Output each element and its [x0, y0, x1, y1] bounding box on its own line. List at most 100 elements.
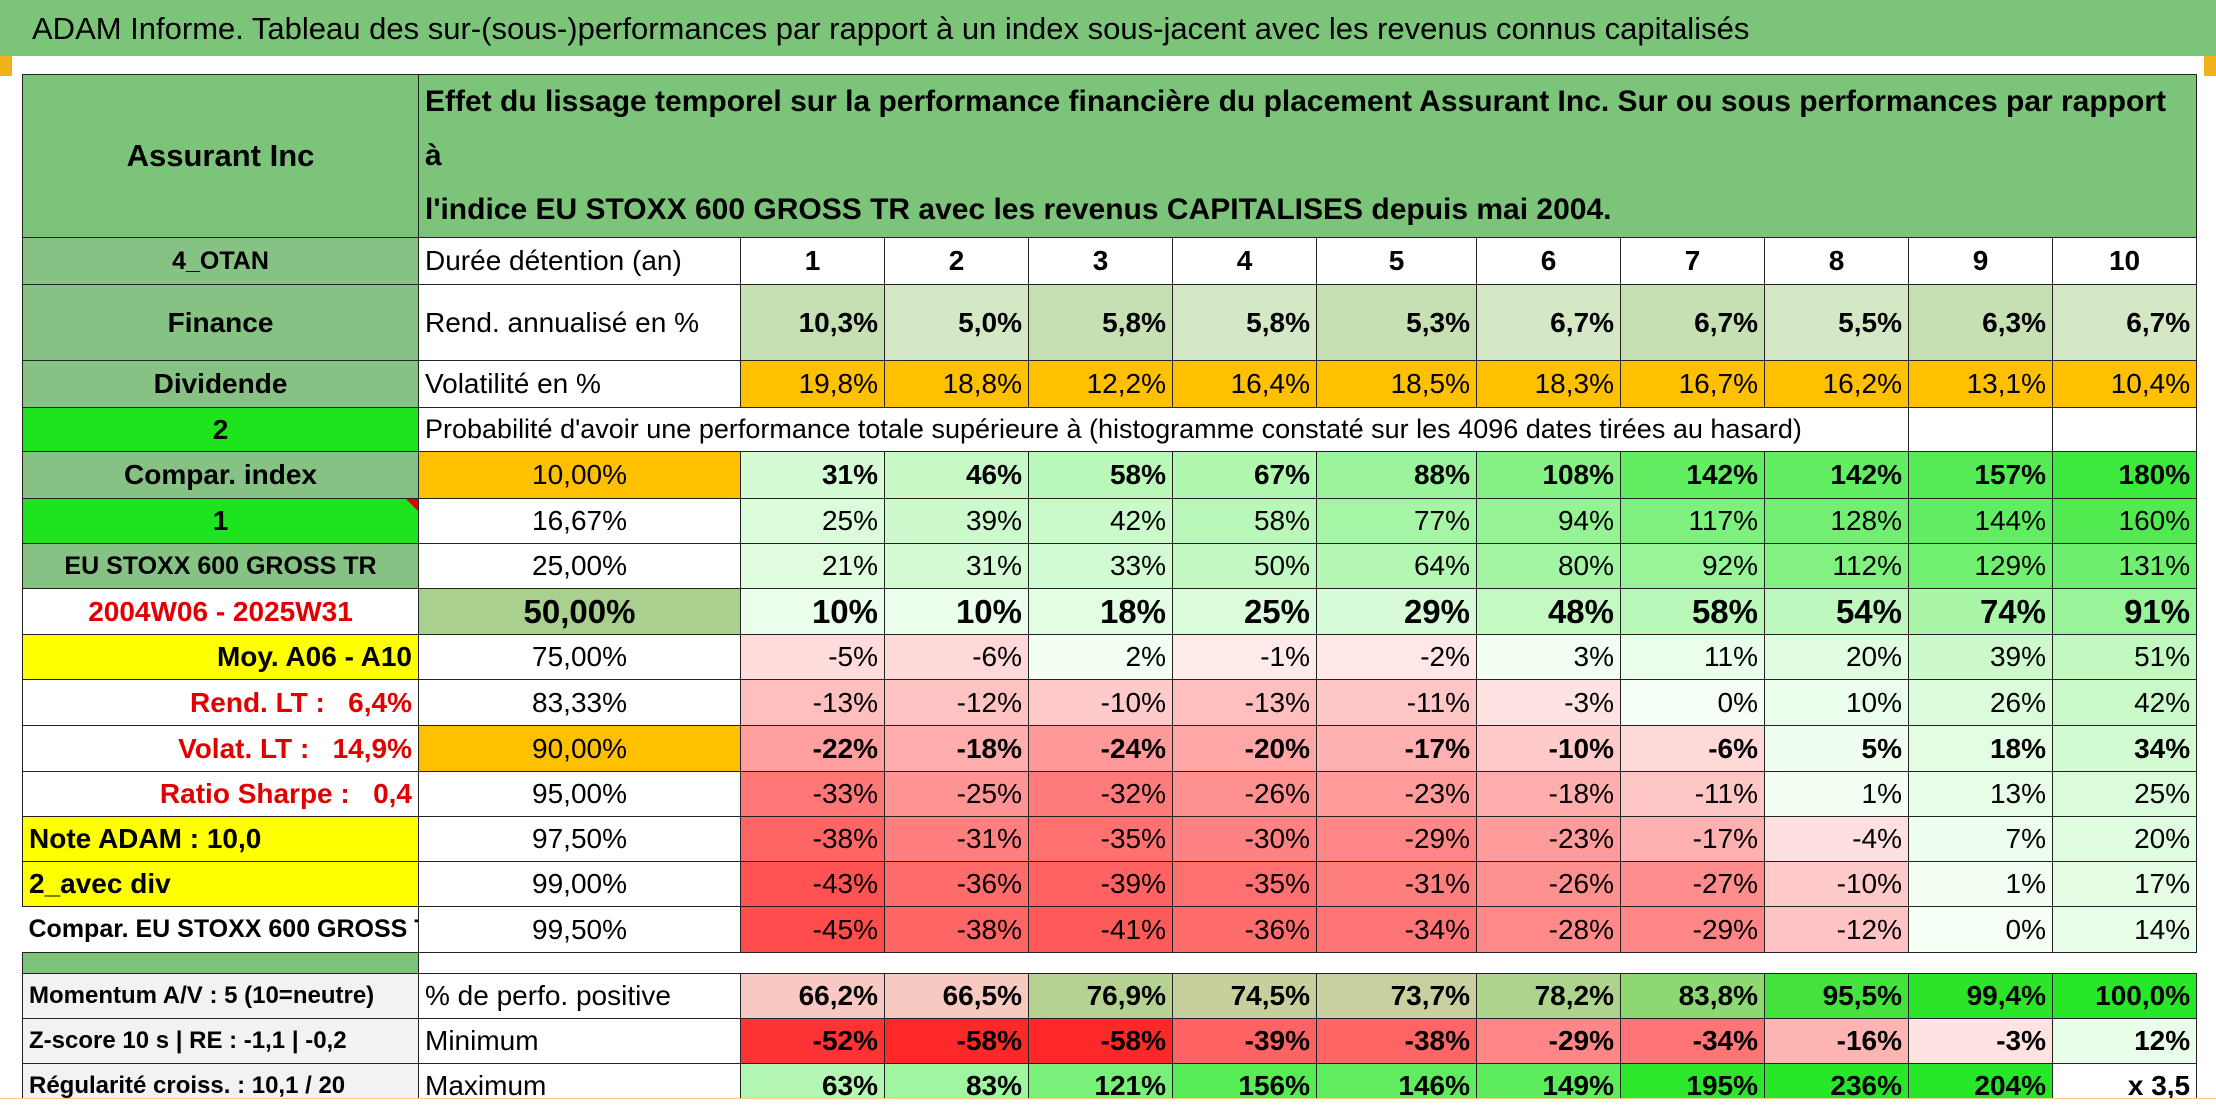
percentile-value: -20% [1172, 725, 1317, 772]
percentile-value: -18% [884, 725, 1029, 772]
percentile-value: -4% [1764, 816, 1909, 862]
volatility-value: 18,5% [1316, 360, 1477, 408]
company-name: Assurant Inc [22, 74, 419, 238]
percentile-value: -36% [1172, 906, 1317, 953]
stat-value: 73,7% [1316, 973, 1477, 1019]
percentile-value: 46% [884, 451, 1029, 499]
stat-title: Minimum [418, 1018, 741, 1064]
right-edge-marker [2204, 56, 2216, 76]
percentile-value: -41% [1028, 906, 1173, 953]
stat-value: 66,2% [740, 973, 885, 1019]
percentile-value: -11% [1316, 679, 1477, 726]
percentile-value: -33% [740, 771, 885, 817]
percentile-value: -29% [1620, 906, 1765, 953]
label-finance: Finance [22, 284, 419, 361]
probability-title: Probabilité d'avoir une performance tota… [418, 407, 1909, 452]
stat-value: -3% [1908, 1018, 2053, 1064]
year-header: 10 [2051, 237, 2198, 285]
percentile-level: 50,00% [418, 588, 741, 635]
percentile-value: -6% [884, 634, 1029, 680]
percentile-value: -34% [1316, 906, 1477, 953]
return-value: 5,3% [1316, 284, 1477, 361]
percentile-value: -43% [740, 861, 885, 907]
percentile-level: 97,50% [418, 816, 741, 862]
percentile-value: -29% [1316, 816, 1477, 862]
year-header: 3 [1028, 237, 1173, 285]
stat-value: 78,2% [1476, 973, 1621, 1019]
volatility-value: 16,4% [1172, 360, 1317, 408]
stat-value: -58% [884, 1018, 1029, 1064]
minimum-row: Z-score 10 s | RE : -1,1 | -0,2 Minimum -5… [22, 1018, 2198, 1064]
year-header: 7 [1620, 237, 1765, 285]
percentile-value: 39% [884, 498, 1029, 544]
performance-table: Assurant Inc Effet du lissage temporel su… [22, 74, 2198, 1109]
stat-value: -58% [1028, 1018, 1173, 1064]
label-otan: 4_OTAN [22, 237, 419, 285]
volatility-value: 12,2% [1028, 360, 1173, 408]
percentile-row: Ratio Sharpe : 0,4 95,00% -33% -25% -32% -26%… [22, 771, 2198, 817]
return-value: 6,7% [1476, 284, 1621, 361]
percentile-value: 51% [2051, 634, 2198, 680]
return-title: Rend. annualisé en % [418, 284, 741, 361]
percentile-row: 1 16,67% 25% 39% 42% 58% 77% 94% 117% 128% 144% 160… [22, 498, 2198, 544]
year-header: 6 [1476, 237, 1621, 285]
year-header: 1 [740, 237, 885, 285]
return-value: 6,7% [1620, 284, 1765, 361]
percentile-value: 26% [1908, 679, 2053, 726]
percentile-value: 48% [1476, 588, 1621, 635]
stat-label: Momentum A/V : 5 (10=neutre) [22, 973, 419, 1019]
percentile-value: 74% [1908, 588, 2053, 635]
percentile-row: Volat. LT : 14,9% 90,00% -22% -18% -24% -20% -… [22, 725, 2198, 772]
percentile-value: 0% [1908, 906, 2053, 953]
percentile-value: 5% [1764, 725, 1909, 772]
percentile-row: Rend. LT : 6,4% 83,33% -13% -12% -10% -13% -11… [22, 679, 2198, 726]
return-value: 6,7% [2051, 284, 2198, 361]
label-rend-lt: Rend. LT : 6,4% [22, 679, 419, 726]
spacer-blank [418, 952, 2197, 974]
stat-value: 95,5% [1764, 973, 1909, 1019]
spacer-green [22, 952, 419, 974]
label-2: 2 [22, 407, 419, 452]
holding-title: Durée détention (an) [418, 237, 741, 285]
stat-value: 99,4% [1908, 973, 2053, 1019]
return-value: 6,3% [1908, 284, 2053, 361]
year-header: 9 [1908, 237, 2053, 285]
percentile-value: -31% [884, 816, 1029, 862]
percentile-value: -31% [1316, 861, 1477, 907]
percentile-level: 75,00% [418, 634, 741, 680]
volatility-value: 19,8% [740, 360, 885, 408]
percentile-value: 10% [1764, 679, 1909, 726]
percentile-value: -10% [1476, 725, 1621, 772]
spacer-row [22, 952, 2197, 974]
percentile-value: -10% [1028, 679, 1173, 726]
label-sharpe: Ratio Sharpe : 0,4 [22, 771, 419, 817]
percentile-value: -27% [1620, 861, 1765, 907]
volatility-value: 18,3% [1476, 360, 1621, 408]
percentile-row: Note ADAM : 10,0 97,50% -38% -31% -35% -30% -2… [22, 816, 2198, 862]
stat-value: 100,0% [2051, 973, 2198, 1019]
percentile-value: 20% [2051, 816, 2198, 862]
description-cell: Effet du lissage temporel sur la perform… [417, 74, 2198, 238]
percentile-value: 3% [1476, 634, 1621, 680]
percentile-row: EU STOXX 600 GROSS TR 25,00% 21% 31% 33% 50% 6… [22, 543, 2198, 589]
return-value: 5,5% [1764, 284, 1909, 361]
return-value: 10,3% [740, 284, 885, 361]
percentile-value: -11% [1620, 771, 1765, 817]
percentile-value: 117% [1620, 498, 1765, 544]
percentile-value: -12% [884, 679, 1029, 726]
percentile-value: 2% [1028, 634, 1173, 680]
percentile-value: 39% [1908, 634, 2053, 680]
percentile-value: 25% [740, 498, 885, 544]
bottom-strip [0, 1098, 2216, 1111]
percentile-value: -13% [740, 679, 885, 726]
percentile-value: 42% [2051, 679, 2198, 726]
percentile-value: -6% [1620, 725, 1765, 772]
percentile-value: -13% [1172, 679, 1317, 726]
holding-row: 4_OTAN Durée détention (an) 1 2 3 4 5 6 7 8 9 10 [22, 237, 2198, 285]
return-row: Finance Rend. annualisé en % 10,3% 5,0% 5,8%… [22, 284, 2198, 361]
percentile-value: 42% [1028, 498, 1173, 544]
year-header: 2 [884, 237, 1029, 285]
percentile-value: 128% [1764, 498, 1909, 544]
percentile-value: 54% [1764, 588, 1909, 635]
positive-row: Momentum A/V : 5 (10=neutre)% de perfo. … [22, 973, 2198, 1019]
